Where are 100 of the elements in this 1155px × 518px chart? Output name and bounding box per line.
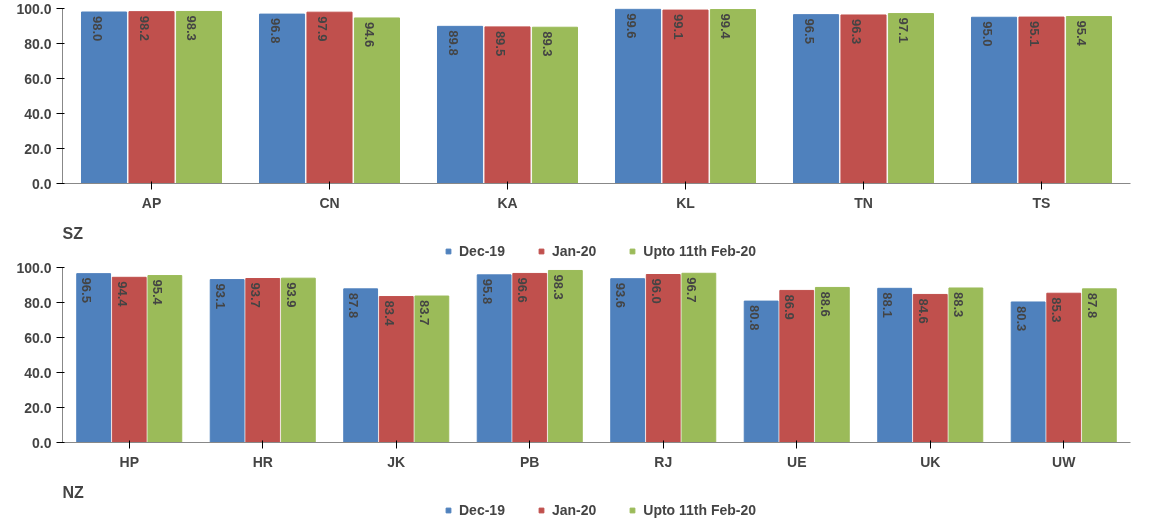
data-label: 95.4 bbox=[150, 279, 166, 306]
data-label: 83.7 bbox=[417, 300, 433, 326]
x-tick-label: AP bbox=[141, 194, 162, 211]
bar bbox=[258, 13, 306, 184]
bar bbox=[175, 10, 223, 184]
data-label: 99.1 bbox=[671, 14, 686, 40]
bar bbox=[80, 11, 128, 184]
bar bbox=[681, 272, 717, 443]
bar bbox=[280, 277, 316, 443]
x-tick-label: UK bbox=[920, 453, 941, 470]
legend-label: Jan-20 bbox=[551, 243, 597, 259]
data-label: 94.6 bbox=[362, 21, 378, 48]
bar bbox=[128, 11, 175, 184]
data-label: 95.4 bbox=[1074, 20, 1090, 47]
data-label: 98.0 bbox=[89, 16, 105, 42]
bar bbox=[610, 278, 646, 443]
data-label: 97.9 bbox=[315, 16, 330, 42]
bar bbox=[970, 16, 1018, 184]
bar bbox=[743, 300, 779, 443]
bar bbox=[547, 269, 583, 443]
x-tick-label: UW bbox=[1052, 453, 1077, 470]
bar bbox=[306, 11, 353, 184]
x-tick-label: PB bbox=[520, 453, 540, 470]
data-label: 96.5 bbox=[801, 18, 817, 44]
y-tick-label: 80.0 bbox=[24, 294, 52, 311]
data-label: 84.6 bbox=[915, 298, 931, 324]
bar bbox=[814, 286, 850, 443]
bar bbox=[512, 272, 548, 443]
legend-label: Upto 11th Feb-20 bbox=[643, 502, 757, 518]
bar bbox=[76, 273, 112, 443]
data-label: 96.7 bbox=[684, 277, 700, 303]
legend-label: Jan-20 bbox=[551, 502, 597, 518]
bar bbox=[1065, 16, 1113, 184]
bar bbox=[353, 17, 401, 184]
bar bbox=[792, 14, 840, 184]
bar bbox=[1018, 16, 1065, 184]
bar bbox=[414, 295, 450, 443]
data-label: 93.9 bbox=[283, 282, 299, 308]
bar bbox=[840, 14, 887, 184]
bar bbox=[1046, 292, 1082, 443]
data-label: 80.8 bbox=[746, 305, 762, 331]
x-tick-label: TS bbox=[1032, 194, 1051, 211]
text: NZ bbox=[62, 483, 85, 501]
data-label: 89.8 bbox=[445, 30, 461, 56]
bar bbox=[662, 9, 709, 184]
y-tick-label: 20.0 bbox=[24, 399, 52, 416]
bar bbox=[614, 8, 662, 184]
data-label: 95.1 bbox=[1027, 21, 1042, 47]
bar bbox=[531, 26, 579, 184]
bar bbox=[245, 278, 281, 443]
x-tick-label: KA bbox=[497, 194, 518, 211]
y-tick-label: 20.0 bbox=[24, 140, 52, 157]
x-tick-label: JK bbox=[387, 453, 406, 470]
x-tick-label: KL bbox=[676, 194, 696, 211]
data-label: 80.3 bbox=[1013, 305, 1029, 332]
data-label: 89.5 bbox=[493, 30, 508, 57]
bar bbox=[343, 288, 379, 443]
x-tick-label: CN bbox=[319, 194, 340, 211]
legend-label: Upto 11th Feb-20 bbox=[643, 243, 757, 259]
data-label: 86.9 bbox=[782, 294, 798, 320]
bar bbox=[436, 25, 484, 184]
data-label: 96.3 bbox=[849, 18, 864, 45]
data-label: 85.3 bbox=[1049, 297, 1065, 323]
bar bbox=[877, 287, 913, 443]
data-label: 88.1 bbox=[880, 292, 896, 318]
data-label: 96.6 bbox=[515, 277, 531, 303]
data-label: 97.1 bbox=[896, 17, 912, 43]
bar bbox=[378, 296, 414, 443]
data-label: 98.2 bbox=[137, 15, 152, 41]
y-tick-label: 80.0 bbox=[24, 35, 52, 52]
bar bbox=[709, 9, 757, 184]
legend-label: Dec-19 bbox=[459, 502, 505, 518]
data-label: 99.6 bbox=[623, 13, 639, 39]
bar bbox=[476, 274, 512, 443]
x-tick-label: RJ bbox=[654, 453, 673, 470]
y-tick-label: 60.0 bbox=[24, 70, 52, 87]
data-label: 87.8 bbox=[1084, 292, 1100, 319]
x-tick-label: TN bbox=[854, 194, 873, 211]
data-label: 98.3 bbox=[550, 274, 566, 300]
data-label: 93.1 bbox=[212, 283, 228, 309]
bar bbox=[645, 274, 681, 443]
y-tick-label: 100.0 bbox=[16, 259, 52, 276]
bar bbox=[948, 287, 984, 443]
y-tick-label: 40.0 bbox=[24, 105, 52, 122]
bar bbox=[209, 279, 245, 443]
bar bbox=[779, 289, 815, 443]
data-label: 99.4 bbox=[718, 13, 734, 40]
legend-label: Dec-19 bbox=[459, 243, 505, 259]
y-tick-label: 60.0 bbox=[24, 329, 52, 346]
data-label: 95.0 bbox=[979, 21, 995, 47]
bar bbox=[1081, 288, 1117, 443]
data-label: 98.3 bbox=[184, 15, 200, 41]
data-label: 93.6 bbox=[613, 282, 629, 309]
bar bbox=[484, 26, 531, 184]
data-label: 89.3 bbox=[540, 31, 556, 57]
x-tick-label: HP bbox=[119, 453, 139, 470]
data-label: 96.8 bbox=[267, 18, 283, 44]
bar bbox=[111, 276, 147, 443]
bar bbox=[147, 275, 183, 443]
y-tick-label: 0.0 bbox=[32, 175, 52, 192]
